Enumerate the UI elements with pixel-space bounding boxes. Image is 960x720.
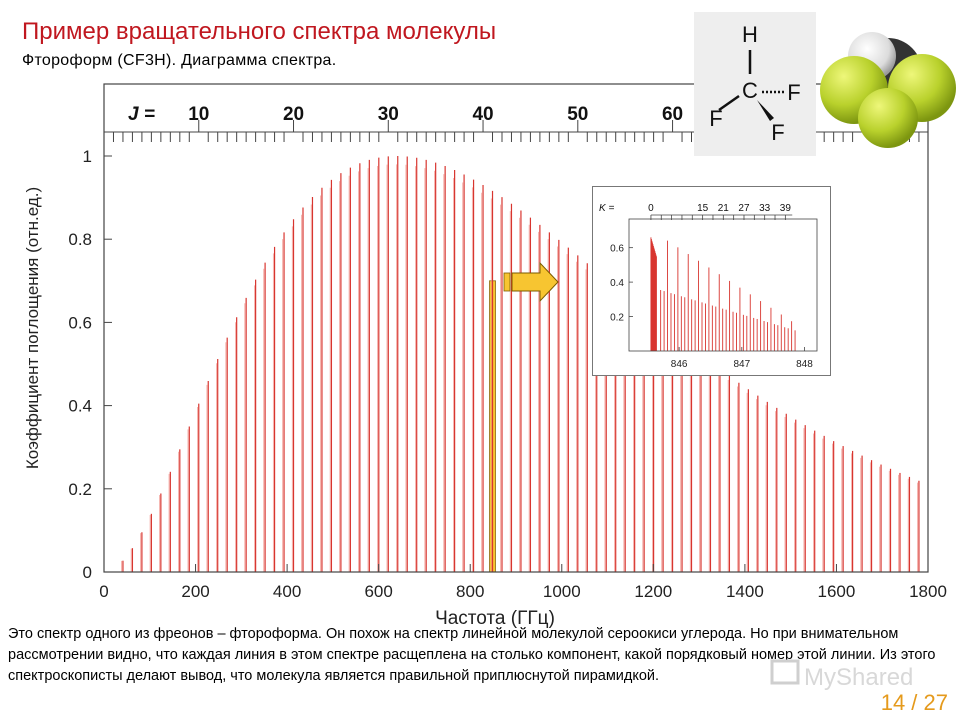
- inset-axis-ticks: 846 847 848 0.2 0.4 0.6 0 15 21 27 33 39: [610, 203, 818, 370]
- x-tick-label: 0: [99, 582, 108, 601]
- bond-cf-wedge: [757, 100, 774, 121]
- inset-spectrum-lines: [650, 237, 796, 351]
- inset-y-tick-label: 0.4: [610, 278, 624, 289]
- k-tick-label: 0: [648, 203, 654, 214]
- slide-title: Пример вращательного спектра молекулы: [22, 18, 497, 45]
- atom-f-right: F: [787, 80, 800, 105]
- bond-cf-left: [718, 94, 740, 112]
- k-tick-label: 21: [718, 203, 730, 214]
- x-tick-label: 1200: [634, 582, 672, 601]
- j-tick-label: 40: [472, 104, 493, 125]
- atom-c: C: [742, 78, 758, 103]
- space-filling-model: [818, 12, 958, 156]
- x-tick-label: 200: [181, 582, 209, 601]
- y-tick-label: 1: [83, 147, 92, 166]
- inset-x-tick-label: 847: [733, 359, 750, 370]
- j-tick-label: 30: [378, 104, 399, 125]
- x-tick-label: 600: [364, 582, 392, 601]
- k-tick-label: 33: [759, 203, 771, 214]
- j-tick-label: 60: [662, 104, 683, 125]
- y-tick-label: 0: [83, 563, 92, 582]
- highlight-arrow: [503, 261, 559, 303]
- atom-h: H: [742, 22, 758, 47]
- description-text: Это спектр одного из фреонов – фтороформ…: [8, 626, 936, 684]
- zoom-inset: 846 847 848 0.2 0.4 0.6 0 15 21 27 33 39 K =: [592, 186, 831, 376]
- y-tick-label: 0.8: [68, 230, 92, 249]
- x-tick-label: 800: [456, 582, 484, 601]
- inset-k-label: K =: [599, 203, 614, 214]
- y-tick-label: 0.6: [68, 313, 92, 332]
- plot-frame: [103, 83, 929, 573]
- watermark: MyShared: [770, 655, 950, 695]
- top-axis-j-label: J =: [128, 104, 155, 125]
- watermark-text: MyShared: [804, 664, 913, 691]
- inset-x-tick-label: 848: [796, 359, 813, 370]
- x-axis-label: Частота (ГГц): [435, 608, 555, 629]
- slide-subtitle: Фтороформ (CF3H). Диаграмма спектра.: [22, 52, 337, 69]
- k-tick-label: 39: [780, 203, 792, 214]
- k-tick-label: 27: [738, 203, 750, 214]
- molecule-structure: H C F F F: [694, 12, 816, 156]
- y-tick-label: 0.2: [68, 480, 92, 499]
- x-tick-label: 1000: [543, 582, 581, 601]
- x-tick-label: 1800: [909, 582, 947, 601]
- x-tick-label: 400: [273, 582, 301, 601]
- atom-f-left: F: [709, 106, 722, 131]
- inset-x-tick-label: 846: [671, 359, 688, 370]
- inset-y-tick-label: 0.2: [610, 313, 624, 324]
- j-tick-label: 10: [188, 104, 209, 125]
- k-tick-label: 15: [697, 203, 709, 214]
- x-tick-label: 1600: [818, 582, 856, 601]
- page-number: 14 / 27: [880, 690, 948, 715]
- inset-chart: 846 847 848 0.2 0.4 0.6 0 15 21 27 33 39 K =: [599, 203, 818, 370]
- j-tick-label: 20: [283, 104, 304, 125]
- j-tick-label: 50: [567, 104, 588, 125]
- x-tick-label: 1400: [726, 582, 764, 601]
- chart-axes: [103, 83, 929, 573]
- inset-y-tick-label: 0.6: [610, 244, 624, 255]
- y-axis-label: Коэффициент поглощения (отн.ед.): [23, 187, 42, 469]
- y-tick-label: 0.4: [68, 397, 92, 416]
- atom-f-bottom: F: [771, 120, 784, 145]
